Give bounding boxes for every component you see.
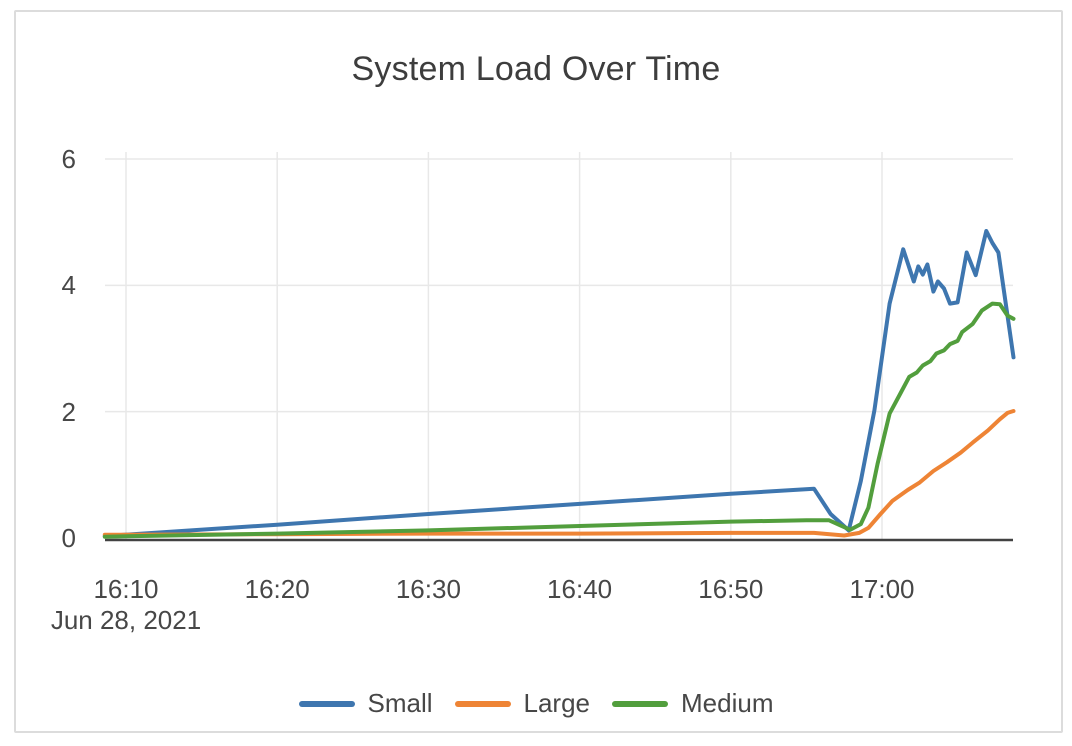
legend-label-medium: Medium (681, 688, 774, 718)
chart-title: System Load Over Time (351, 50, 721, 88)
trace-medium[interactable] (102, 301, 1016, 539)
y-tick-label: 6 (61, 143, 76, 174)
legend-label-large: Large (523, 688, 591, 718)
legend-swatch-small (298, 700, 355, 707)
legend-label-small: Small (367, 688, 433, 718)
legend-item-large[interactable]: Large (454, 688, 591, 719)
x-tick-label: 16:20 (244, 574, 310, 604)
y-tick-label: 2 (61, 396, 76, 427)
x-tick-label: 16:40 (547, 574, 613, 604)
trace-small[interactable] (102, 229, 1016, 539)
legend-item-medium[interactable]: Medium (612, 688, 774, 719)
legend-swatch-large (454, 700, 511, 707)
chart-card (14, 10, 1063, 733)
y-tick-label: 0 (61, 523, 76, 553)
x-tick-label: 16:50 (698, 574, 764, 604)
x-tick-label: 16:30 (395, 574, 461, 604)
legend-item-small[interactable]: Small (298, 688, 433, 719)
trace-large[interactable] (102, 409, 1016, 538)
x-tick-label: 17:00 (849, 574, 915, 604)
legend: Small Large Medium (0, 688, 1072, 719)
y-tick-label: 4 (61, 270, 76, 301)
x-axis-date-label: Jun 28, 2021 (50, 605, 202, 635)
x-tick-label: 16:10 (93, 574, 159, 604)
legend-swatch-medium (612, 700, 669, 707)
